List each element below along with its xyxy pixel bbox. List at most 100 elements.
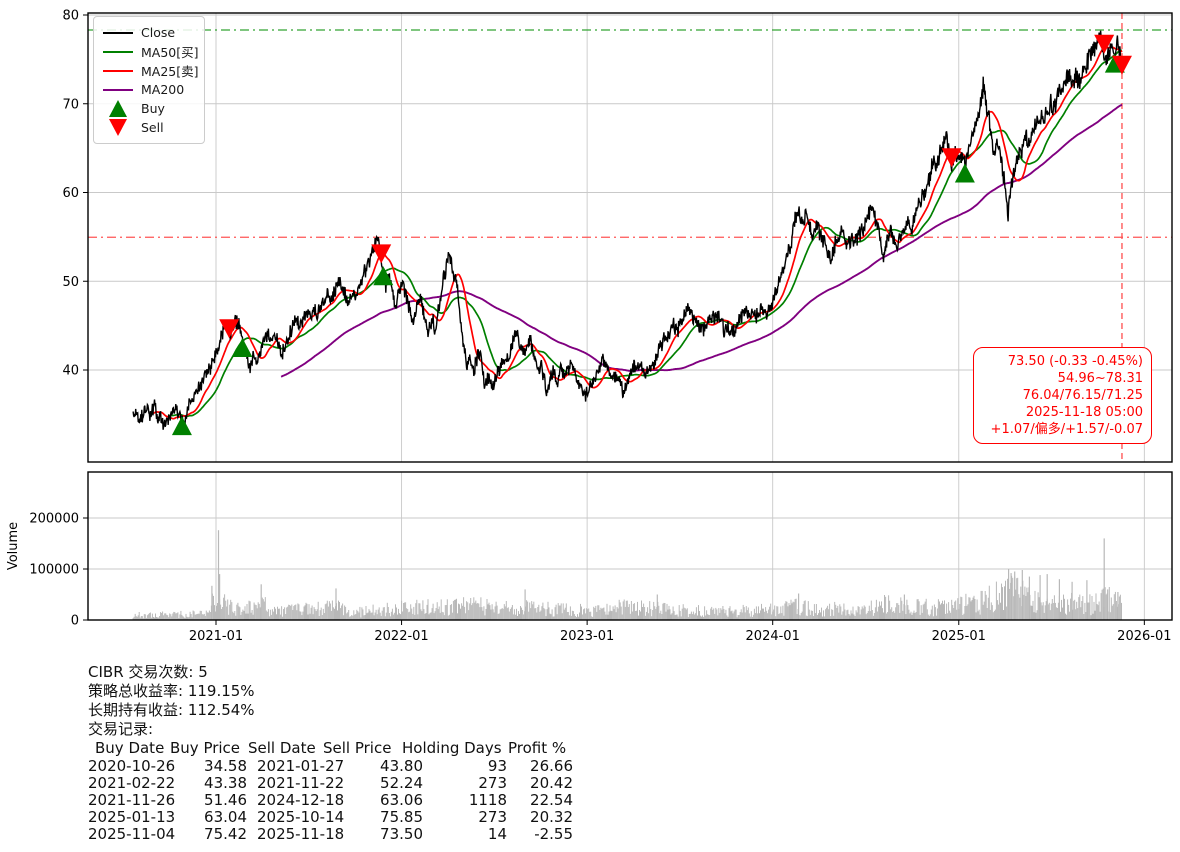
legend-item-ma25: MA25[卖] <box>103 61 199 80</box>
buy-marker <box>232 338 253 357</box>
col-holding-days: Holding Days <box>402 739 502 757</box>
year-tick-label: 2025-01 <box>932 629 986 644</box>
year-tick-label: 2026-01 <box>1117 629 1171 644</box>
chart-legend: Close MA50[买] MA25[卖] MA200 Buy Sell <box>93 16 205 144</box>
annotation-signal-line: +1.07/偏多/+1.57/-0.07 <box>990 422 1143 437</box>
sell-marker <box>219 319 240 339</box>
table-cell: 63.04 <box>204 808 247 826</box>
volume-spike <box>1010 573 1012 620</box>
trade-count-line: CIBR 交易次数: 5 <box>88 663 208 681</box>
volume-spike <box>1107 589 1109 620</box>
col-sell-price: Sell Price <box>323 739 392 757</box>
trade-table-rows: 2020-10-26 34.58 2021-01-27 43.80 93 26.66 202… <box>88 757 648 843</box>
volume-spike <box>524 589 526 620</box>
table-cell: 2021-02-22 <box>88 774 176 792</box>
sell-marker <box>371 244 392 264</box>
table-cell: 2024-12-18 <box>257 791 345 809</box>
table-cell: 26.66 <box>530 757 573 775</box>
legend-item-ma200: MA200 <box>103 80 196 99</box>
sell-marker <box>1111 55 1132 75</box>
buy-marker <box>171 416 192 436</box>
table-cell: 2021-01-27 <box>257 757 345 775</box>
table-cell: 52.24 <box>380 774 423 792</box>
table-cell: 34.58 <box>204 757 247 775</box>
price-volume-chart: 80 70 60 50 40 0 100000 200000 2021-01 2022-01 202… <box>6 9 1173 644</box>
table-cell: 2021-11-22 <box>257 774 345 792</box>
volume-spike <box>1039 575 1041 620</box>
table-cell: 20.42 <box>530 774 573 792</box>
year-tick-label: 2024-01 <box>746 629 800 644</box>
legend-label: MA200 <box>141 82 185 97</box>
table-cell: 22.54 <box>530 791 573 809</box>
legend-label: Close <box>141 25 176 40</box>
volume-bars <box>132 530 1122 621</box>
legend-item-ma50: MA50[买] <box>103 42 199 61</box>
volume-spike <box>1058 579 1060 620</box>
trade-log-label: 交易记录: <box>88 720 154 738</box>
legend-item-buy: Buy <box>103 99 196 118</box>
table-cell: 75.85 <box>380 808 423 826</box>
year-tick-label: 2022-01 <box>374 629 428 644</box>
legend-label: Sell <box>141 120 164 135</box>
legend-label: MA25[卖] <box>141 64 199 79</box>
table-cell: 2025-11-04 <box>88 825 176 843</box>
volume-spike <box>1086 580 1088 620</box>
table-cell: 2025-10-14 <box>257 808 345 826</box>
buy-marker <box>373 266 394 286</box>
volume-axis-label: Volume <box>6 522 21 570</box>
table-row: 2025-01-13 63.04 2025-10-14 75.85 273 20.32 <box>88 808 648 826</box>
volume-spike <box>1117 592 1119 620</box>
legend-label: MA50[买] <box>141 45 199 60</box>
volume-spike <box>1071 581 1073 621</box>
price-tick-label: 60 <box>62 186 79 201</box>
legend-item-sell: Sell <box>103 118 196 137</box>
annotation-date-line: 2025-11-18 05:00 <box>1025 405 1143 420</box>
table-cell: 2021-11-26 <box>88 791 176 809</box>
col-buy-date: Buy Date <box>95 739 165 757</box>
year-tick-label: 2023-01 <box>560 629 614 644</box>
col-buy-price: Buy Price <box>170 739 241 757</box>
annotation-range-line: 54.96~78.31 <box>1057 371 1143 386</box>
volume-spike <box>1008 569 1010 620</box>
sell-marker <box>941 148 962 168</box>
sell-triangle-icon <box>103 119 133 136</box>
table-cell: 63.06 <box>380 791 423 809</box>
col-profit: Profit % <box>508 739 567 757</box>
volume-spike <box>1021 570 1023 620</box>
table-cell: 43.38 <box>204 774 247 792</box>
hold-return-line: 长期持有收益: 112.54% <box>88 701 255 719</box>
volume-panel-frame <box>87 471 1173 621</box>
table-cell: 51.46 <box>204 791 247 809</box>
price-tick-label: 40 <box>62 364 79 379</box>
buy-triangle-icon <box>103 100 133 117</box>
legend-item-close: Close <box>103 23 196 42</box>
strategy-stats: CIBR 交易次数: 5 策略总收益率: 119.15% 长期持有收益: 112… <box>88 663 648 843</box>
strategy-return-line: 策略总收益率: 119.15% <box>88 682 255 700</box>
table-cell: 1118 <box>468 791 507 809</box>
sell-marker <box>1094 34 1115 54</box>
volume-spike <box>217 530 220 620</box>
ma200-line-icon <box>103 88 133 91</box>
table-cell: 273 <box>478 808 507 826</box>
volume-spike <box>903 594 905 620</box>
volume-spike <box>1046 574 1048 620</box>
annotation-ma-line: 76.04/76.15/71.25 <box>1022 388 1143 403</box>
volume-tick-label: 200000 <box>29 512 79 527</box>
table-cell: 2020-10-26 <box>88 757 176 775</box>
price-annotation-box: 73.50 (-0.33 -0.45%) 54.96~78.31 76.04/7… <box>973 347 1152 444</box>
price-panel-frame <box>87 12 1173 463</box>
legend-label: Buy <box>141 101 165 116</box>
volume-spike <box>656 594 658 620</box>
table-row: 2021-02-22 43.38 2021-11-22 52.24 273 20.42 <box>88 774 648 792</box>
volume-spike <box>335 588 337 620</box>
table-cell: 20.32 <box>530 808 573 826</box>
table-row: 2025-11-04 75.42 2025-11-18 73.50 14 -2.55 <box>88 825 648 843</box>
table-row: 2020-10-26 34.58 2021-01-27 43.80 93 26.66 <box>88 757 648 775</box>
volume-spike <box>1028 576 1030 620</box>
price-tick-label: 70 <box>62 97 79 112</box>
ma50-line-icon <box>103 50 133 53</box>
table-cell: 273 <box>478 774 507 792</box>
volume-spike <box>211 585 213 620</box>
price-tick-label: 50 <box>62 275 79 290</box>
close-line-icon <box>103 31 133 34</box>
